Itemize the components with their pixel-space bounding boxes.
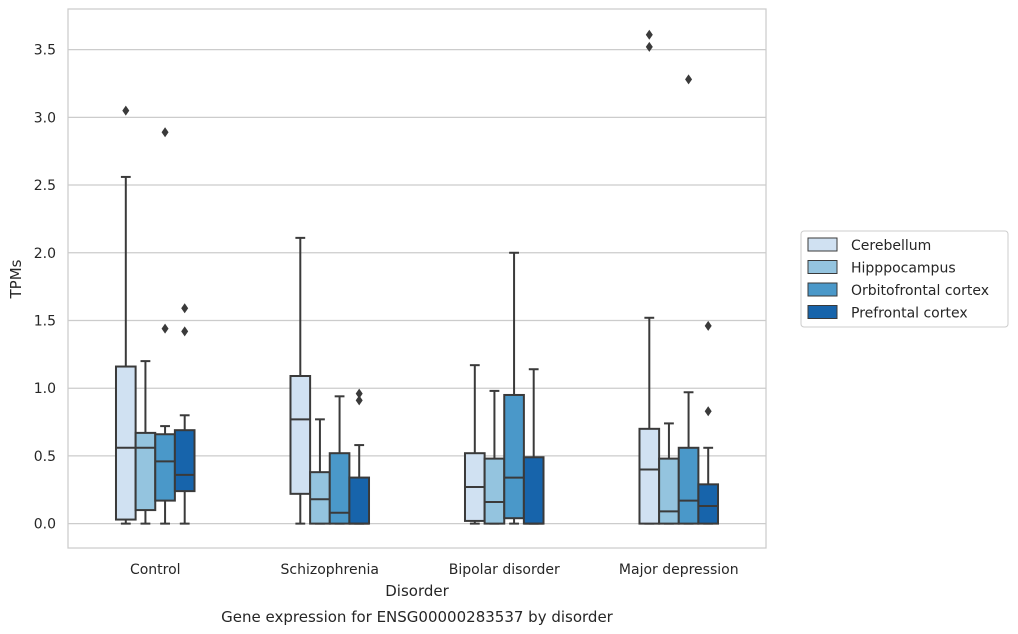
- y-tick-labels: 0.0 0.5 1.0 1.5 2.0 2.5 3.0 3.5: [34, 43, 56, 533]
- plot-frame: [67, 8, 767, 549]
- x-tick-label: Bipolar disorder: [449, 562, 560, 578]
- legend-label: Prefrontal cortex: [851, 306, 968, 322]
- box-2-2: [503, 251, 525, 525]
- y-axis-label: TPMs: [7, 259, 25, 299]
- box-rect: [503, 393, 525, 520]
- box-rect: [134, 431, 157, 512]
- outlier-point: [181, 326, 189, 337]
- y-tick-label: 0.0: [34, 517, 56, 533]
- y-tick-label: 1.0: [34, 381, 56, 397]
- y-tick-label: 3.5: [34, 43, 56, 59]
- outlier-point: [704, 320, 712, 331]
- y-tick-label: 3.0: [34, 110, 56, 126]
- box-rect: [522, 456, 545, 525]
- y-tick-label: 1.5: [34, 313, 56, 329]
- outlier-point: [161, 127, 169, 138]
- box-1-3: [658, 422, 680, 525]
- x-tick-label: Schizophrenia: [281, 562, 379, 578]
- box-3-3: [697, 320, 720, 525]
- box-2-0: [154, 127, 176, 525]
- box-rect: [173, 429, 196, 493]
- y-tick-label: 2.0: [34, 246, 56, 262]
- box-rect: [114, 365, 137, 521]
- outlier-point: [181, 303, 189, 314]
- box-0-0: [114, 105, 137, 525]
- box-3-1: [348, 388, 371, 525]
- outlier-point: [355, 388, 363, 399]
- box-3-0: [173, 303, 196, 525]
- x-tick-label: Major depression: [619, 562, 739, 578]
- x-axis-label: Disorder: [385, 582, 449, 600]
- x-tick-label: Control: [130, 562, 181, 578]
- box-rect: [348, 476, 371, 525]
- box-rect: [309, 471, 331, 525]
- legend-label: Orbitofrontal cortex: [851, 283, 989, 299]
- legend: Cerebellum Hipppocampus Orbitofrontal cort…: [800, 230, 1009, 328]
- legend-label: Cerebellum: [851, 238, 931, 254]
- box-rect: [289, 375, 312, 495]
- y-tick-label: 0.5: [34, 449, 56, 465]
- outlier-point: [645, 41, 653, 52]
- y-tick-label: 2.5: [34, 178, 56, 194]
- box-1-2: [483, 389, 506, 525]
- box-0-1: [289, 236, 312, 525]
- box-rect: [638, 427, 661, 525]
- legend-swatch: [807, 260, 838, 274]
- outlier-point: [161, 323, 169, 334]
- legend-swatch: [807, 237, 838, 252]
- box-3-2: [522, 368, 545, 525]
- box-0-2: [463, 364, 486, 525]
- legend-swatch: [807, 305, 838, 319]
- box-rect: [483, 457, 506, 525]
- box-groups: [114, 29, 720, 525]
- box-2-3: [677, 74, 700, 525]
- outlier-point: [645, 29, 653, 40]
- box-rect: [697, 483, 720, 525]
- box-rect: [658, 457, 680, 525]
- box-rect: [677, 446, 700, 525]
- legend-frame: [800, 230, 1009, 328]
- outlier-point: [122, 105, 130, 116]
- legend-swatch: [807, 282, 838, 297]
- outlier-point: [355, 395, 363, 406]
- chart-title: Gene expression for ENSG00000283537 by d…: [221, 608, 614, 626]
- x-tick-labels: Control Schizophrenia Bipolar disorder Majo…: [130, 562, 739, 578]
- legend-label: Hipppocampus: [851, 261, 956, 277]
- box-rect: [154, 433, 176, 502]
- outlier-point: [704, 406, 712, 417]
- outlier-point: [685, 74, 693, 85]
